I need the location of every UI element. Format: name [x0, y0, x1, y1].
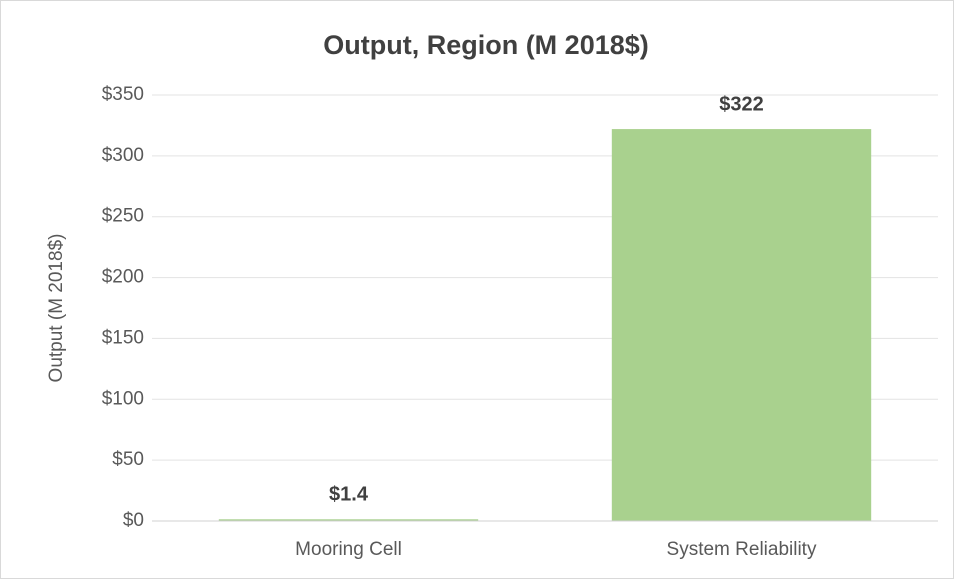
chart-title: Output, Region (M 2018$) — [323, 30, 649, 60]
x-tick-label: Mooring Cell — [295, 539, 402, 560]
bar — [218, 519, 479, 521]
y-tick-label: $0 — [123, 510, 144, 531]
y-tick-label: $350 — [102, 84, 144, 105]
y-tick-label: $200 — [102, 267, 144, 288]
y-tick-label: $250 — [102, 206, 144, 227]
data-label: $1.4 — [329, 484, 369, 506]
y-tick-label: $50 — [112, 449, 144, 470]
y-tick-label: $100 — [102, 388, 144, 409]
y-tick-label: $150 — [102, 327, 144, 348]
x-tick-label: System Reliability — [667, 539, 817, 560]
data-label: $322 — [719, 93, 764, 115]
y-axis-label: Output (M 2018$) — [46, 234, 67, 383]
y-tick-label: $300 — [102, 145, 144, 166]
bar — [611, 129, 872, 521]
